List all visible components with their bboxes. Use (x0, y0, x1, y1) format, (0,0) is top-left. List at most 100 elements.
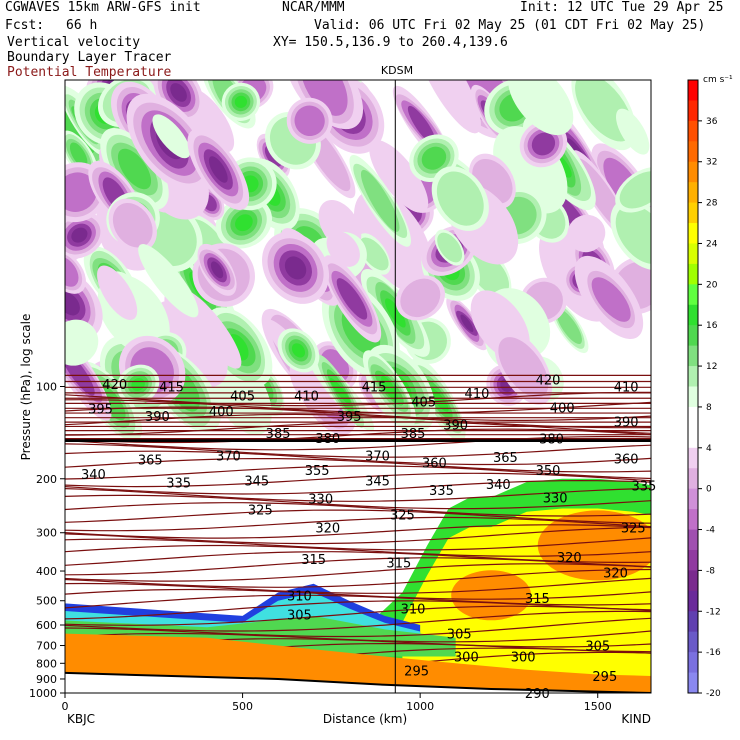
colorbar-tick-label: 12 (706, 362, 717, 372)
valid-time: Valid: 06 UTC Fri 02 May 25 (01 CDT Fri … (314, 18, 706, 33)
theta-contours (65, 374, 651, 676)
theta-contour-line (65, 487, 651, 502)
x-tick-label: 1000 (406, 700, 434, 713)
theta-label: 365 (493, 451, 518, 466)
theta-label: 330 (308, 493, 333, 508)
colorbar-swatch (688, 345, 698, 367)
theta-label: 420 (536, 374, 561, 389)
theta-label: 400 (209, 405, 234, 420)
theta-contour-line (65, 551, 651, 566)
theta-contour-line (65, 465, 651, 480)
right-station-label: KIND (621, 712, 651, 726)
theta-label: 345 (244, 475, 269, 490)
colorbar-swatch (688, 386, 698, 408)
theta-label: 345 (365, 475, 390, 490)
y-tick-label: 100 (36, 381, 57, 394)
theta-label: 305 (287, 609, 312, 624)
theta-label: 410 (294, 390, 319, 405)
y-tick-label: 700 (36, 640, 57, 653)
theta-label: 295 (404, 665, 429, 680)
theta-label: 395 (88, 403, 113, 418)
colorbar-swatch (688, 672, 698, 694)
colorbar-swatch (688, 263, 698, 285)
theta-label: 340 (486, 478, 511, 493)
colorbar-swatch (688, 427, 698, 449)
y-tick-label: 600 (36, 619, 57, 632)
theta-label: 390 (145, 410, 170, 425)
theta-label: 320 (557, 551, 582, 566)
theta-label: 310 (287, 589, 312, 604)
theta-contour-line (65, 600, 651, 620)
colorbar-tick-label: -4 (706, 526, 715, 536)
y-tick-label: 200 (36, 473, 57, 486)
theta-contour-line (65, 563, 651, 582)
theta-label: 385 (266, 427, 291, 442)
theta-label: 420 (102, 378, 127, 393)
theta-label: 405 (230, 390, 255, 405)
theta-contour-line (65, 406, 651, 421)
theta-label: 405 (411, 396, 436, 411)
theta-label: 360 (614, 453, 639, 468)
colorbar-unit: cm s⁻¹ (703, 75, 733, 85)
theta-contour-line (65, 594, 651, 609)
theta-contour-line (65, 544, 651, 557)
theta-label: 335 (166, 477, 191, 492)
colorbar-swatch (688, 100, 698, 122)
y-tick-label: 1000 (29, 687, 57, 700)
theta-label: 380 (539, 433, 564, 448)
theta-label: 390 (614, 415, 639, 430)
ground-line (65, 671, 651, 693)
theta-contour-line (65, 588, 651, 600)
cross-section-endpoints: XY= 150.5,136.9 to 260.4,139.6 (273, 35, 508, 50)
theta-contour-line (65, 516, 651, 532)
colorbar-tick-label: 8 (706, 403, 712, 413)
colorbar-tick-label: -12 (706, 607, 721, 617)
colorbar-swatch (688, 652, 698, 674)
theta-label: 415 (159, 381, 184, 396)
theta-label: 370 (365, 450, 390, 465)
colorbar-swatch (688, 182, 698, 204)
theta-contour-line (65, 391, 651, 407)
x-tick-label: 500 (232, 700, 253, 713)
colorbar-swatch (688, 223, 698, 244)
colorbar-tick-label: 28 (706, 199, 718, 209)
theta-label: 335 (631, 479, 656, 494)
colorbar-swatch (688, 549, 698, 571)
theta-label: 315 (525, 592, 550, 607)
field-vertical-velocity: Vertical velocity (7, 35, 141, 50)
theta-label: 350 (536, 464, 561, 479)
colorbar-tick-label: 16 (706, 321, 718, 331)
colorbar: 36 32 28 24 20 16 12 8 4 0 -4 -8 -12 -16 -20 (687, 79, 721, 699)
theta-label: 310 (401, 602, 426, 617)
colorbar-tick-label: -8 (706, 566, 715, 576)
y-axis-label: Pressure (hPa), log scale (19, 314, 33, 461)
theta-label: 355 (305, 464, 330, 479)
colorbar-swatch (688, 243, 698, 265)
theta-contour-line (65, 537, 651, 551)
theta-label: 410 (465, 387, 490, 402)
colorbar-swatch (688, 447, 698, 469)
y-tick-label: 300 (36, 527, 57, 540)
theta-contour-line (65, 557, 651, 576)
colorbar-swatch (688, 141, 698, 163)
x-axis: 0 500 1000 1500 (62, 693, 612, 713)
colorbar-swatch (688, 366, 698, 387)
theta-label: 390 (443, 418, 468, 433)
theta-contour-line (65, 605, 651, 626)
theta-label: 305 (585, 640, 610, 655)
theta-label: 300 (511, 650, 536, 665)
y-tick-label: 400 (36, 565, 57, 578)
colorbar-frame (687, 79, 699, 694)
field-boundary-layer-tracer: Boundary Layer Tracer (7, 50, 172, 65)
theta-contour-line (65, 577, 651, 594)
x-axis-label: Distance (km) (323, 712, 407, 726)
terrain (65, 633, 651, 693)
y-tick-label: 800 (36, 657, 57, 670)
colorbar-swatch (688, 590, 698, 612)
theta-label: 365 (138, 453, 163, 468)
colorbar-tick-label: 20 (706, 280, 718, 290)
theta-contour-line (65, 617, 651, 638)
theta-label: 385 (401, 427, 426, 442)
